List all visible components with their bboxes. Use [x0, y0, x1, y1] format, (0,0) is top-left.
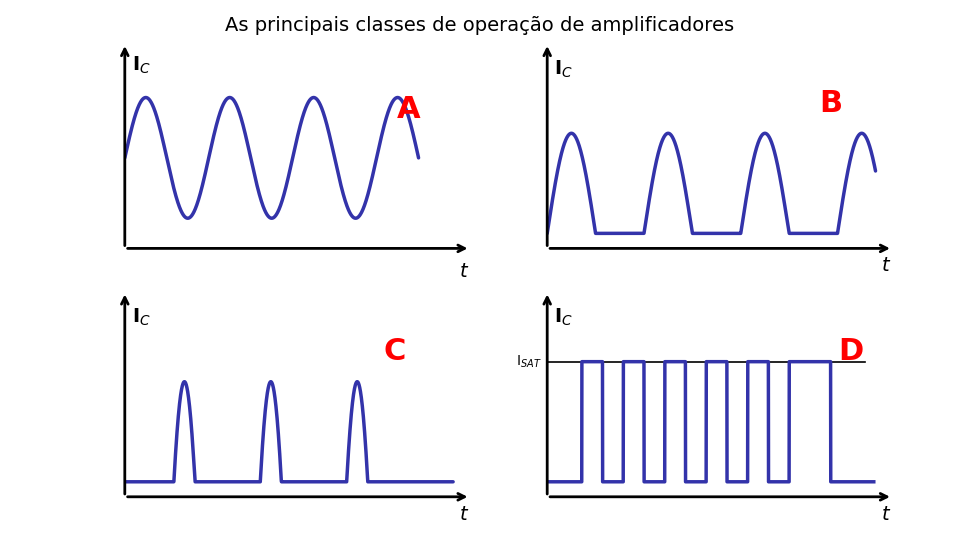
Text: A: A	[396, 95, 420, 124]
Text: As principais classes de operação de amplificadores: As principais classes de operação de amp…	[226, 16, 734, 35]
Text: I$_C$: I$_C$	[132, 307, 151, 328]
Text: B: B	[819, 89, 842, 118]
Text: t: t	[459, 262, 467, 281]
Text: I$_{SAT}$: I$_{SAT}$	[516, 354, 542, 370]
Text: t: t	[881, 256, 889, 275]
Text: t: t	[459, 505, 467, 524]
Text: D: D	[839, 337, 864, 366]
Text: I$_C$: I$_C$	[132, 55, 151, 76]
Text: C: C	[383, 337, 405, 366]
Text: t: t	[881, 505, 889, 524]
Text: I$_C$: I$_C$	[554, 58, 573, 80]
Text: I$_C$: I$_C$	[554, 307, 573, 328]
